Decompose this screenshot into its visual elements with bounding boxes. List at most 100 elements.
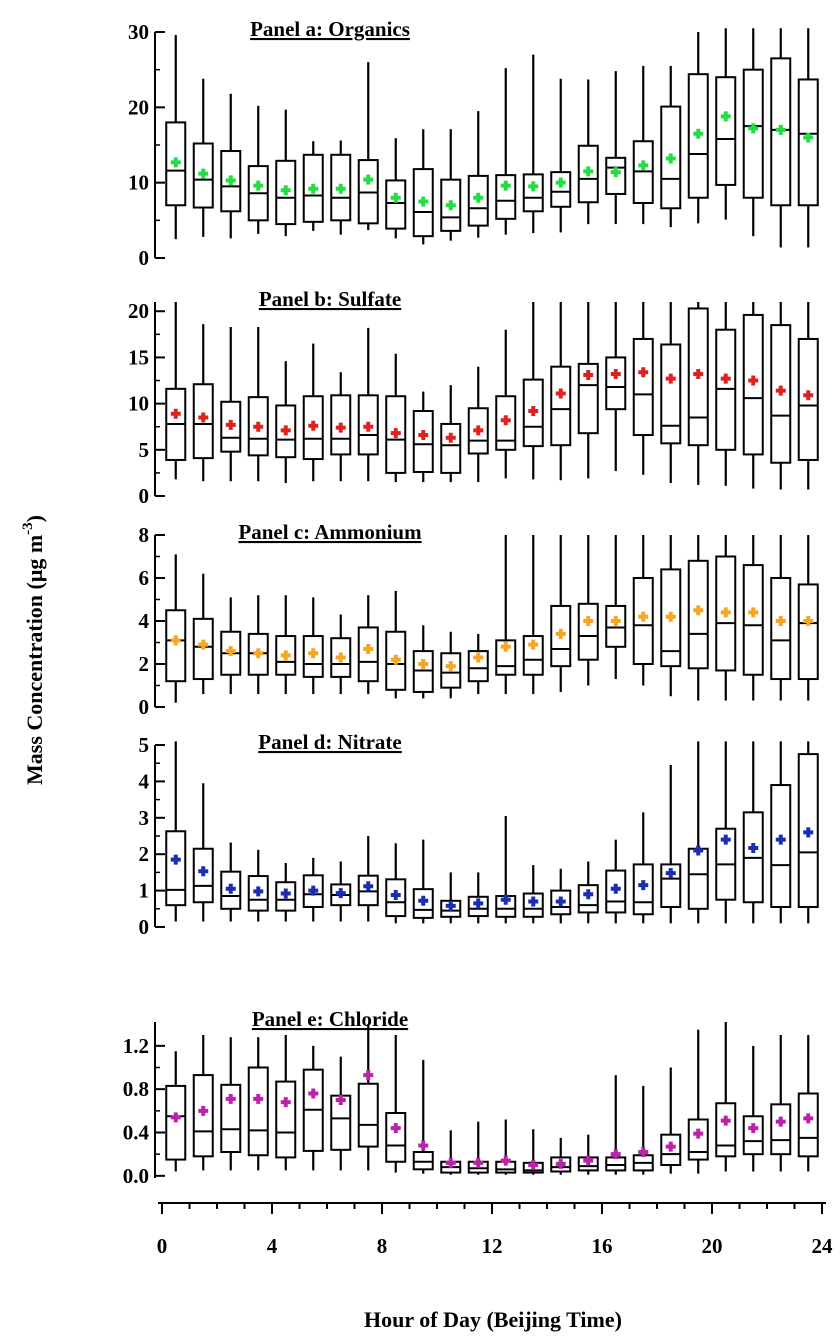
- mean-marker: [803, 1113, 814, 1124]
- iqr-box: [770, 784, 792, 908]
- box-10: [440, 129, 462, 241]
- mean-marker: [445, 432, 456, 443]
- mean-marker: [225, 1093, 236, 1104]
- box-23: [797, 1035, 819, 1172]
- mean-marker: [473, 898, 484, 909]
- box-10: [440, 1130, 462, 1175]
- box-2: [220, 597, 242, 695]
- mean-marker: [363, 421, 374, 432]
- mean-marker: [748, 607, 759, 618]
- iqr-box: [770, 577, 792, 681]
- box-16: [605, 839, 627, 924]
- mean-marker: [225, 646, 236, 657]
- box-3: [247, 105, 269, 234]
- mean-marker: [390, 654, 401, 665]
- mean-marker: [473, 1157, 484, 1168]
- mean-marker: [583, 369, 594, 380]
- mean-marker: [280, 650, 291, 661]
- box-10: [440, 872, 462, 924]
- box-12: [495, 68, 517, 235]
- box-9: [412, 129, 434, 245]
- iqr-box: [715, 1102, 737, 1158]
- mean-marker: [445, 661, 456, 672]
- box-12: [495, 535, 517, 695]
- box-13: [522, 302, 544, 480]
- mean-marker: [665, 1141, 676, 1152]
- box-18: [660, 302, 682, 484]
- box-8: [385, 1035, 407, 1173]
- y-axis-label-superscript: -3: [20, 522, 36, 535]
- box-20: [715, 1022, 737, 1172]
- iqr-box: [605, 356, 627, 411]
- y-tick-label: 1: [139, 879, 150, 903]
- y-axis-label: Mass Concentration (μg m-3): [20, 515, 47, 785]
- iqr-box: [742, 68, 764, 199]
- box-6: [330, 372, 352, 482]
- box-21: [742, 28, 764, 237]
- iqr-box: [797, 1092, 819, 1158]
- box-4: [275, 361, 297, 484]
- box-19: [687, 32, 709, 224]
- panel-1: 0 5 10 15 20 Panel b: Sulfate: [128, 287, 819, 508]
- box-2: [220, 842, 242, 922]
- y-tick-label: 15: [128, 345, 149, 369]
- mean-marker: [720, 111, 731, 122]
- panel-0: 0 10 20 30 Panel a: Organics: [128, 17, 819, 270]
- mean-marker: [445, 1157, 456, 1168]
- panel-2: 0 2 4 6 8 Panel c: Ammonium: [139, 520, 819, 719]
- mean-marker: [583, 616, 594, 626]
- box-14: [550, 302, 572, 481]
- box-22: [770, 302, 792, 490]
- iqr-box: [165, 609, 187, 683]
- box-3: [247, 849, 269, 922]
- box-2: [220, 326, 242, 482]
- mean-marker: [693, 605, 704, 616]
- box-5: [302, 1045, 324, 1171]
- box-3: [247, 1037, 269, 1171]
- y-tick-label: 0: [139, 484, 150, 508]
- box-7: [357, 595, 379, 695]
- box-5: [302, 597, 324, 695]
- iqr-box: [577, 362, 599, 435]
- mean-marker: [473, 192, 484, 203]
- iqr-box: [357, 1082, 379, 1148]
- x-tick-label: 0: [157, 1234, 168, 1258]
- iqr-box: [412, 650, 434, 693]
- mean-marker: [335, 422, 346, 433]
- box-16: [605, 71, 627, 225]
- box-20: [715, 535, 737, 701]
- box-11: [467, 366, 489, 483]
- box-7: [357, 1024, 379, 1171]
- mean-marker: [775, 834, 786, 845]
- mean-marker: [418, 1140, 429, 1151]
- mean-marker: [225, 883, 236, 894]
- box-5: [302, 141, 324, 231]
- box-7: [357, 327, 379, 482]
- mean-marker: [335, 1095, 346, 1105]
- mean-marker: [528, 406, 539, 417]
- mean-marker: [555, 177, 566, 188]
- y-tick-label: 5: [139, 733, 150, 757]
- box-1: [192, 1035, 214, 1171]
- mean-marker: [418, 895, 429, 906]
- y-tick-label: 6: [139, 566, 150, 590]
- iqr-box: [550, 171, 572, 208]
- box-22: [770, 535, 792, 701]
- mean-marker: [390, 889, 401, 900]
- box-13: [522, 865, 544, 924]
- mean-marker: [528, 181, 539, 192]
- mean-marker: [225, 419, 236, 430]
- box-17: [632, 302, 654, 475]
- box-6: [330, 1056, 352, 1171]
- box-17: [632, 535, 654, 686]
- panel-title: Panel c: Ammonium: [238, 520, 422, 544]
- box-10: [440, 631, 462, 699]
- mean-marker: [555, 896, 566, 907]
- mean-marker: [638, 160, 649, 171]
- mean-marker: [500, 415, 511, 426]
- panel-title: Panel a: Organics: [250, 17, 410, 41]
- box-15: [577, 1134, 599, 1175]
- mean-marker: [308, 885, 319, 896]
- box-12: [495, 815, 517, 924]
